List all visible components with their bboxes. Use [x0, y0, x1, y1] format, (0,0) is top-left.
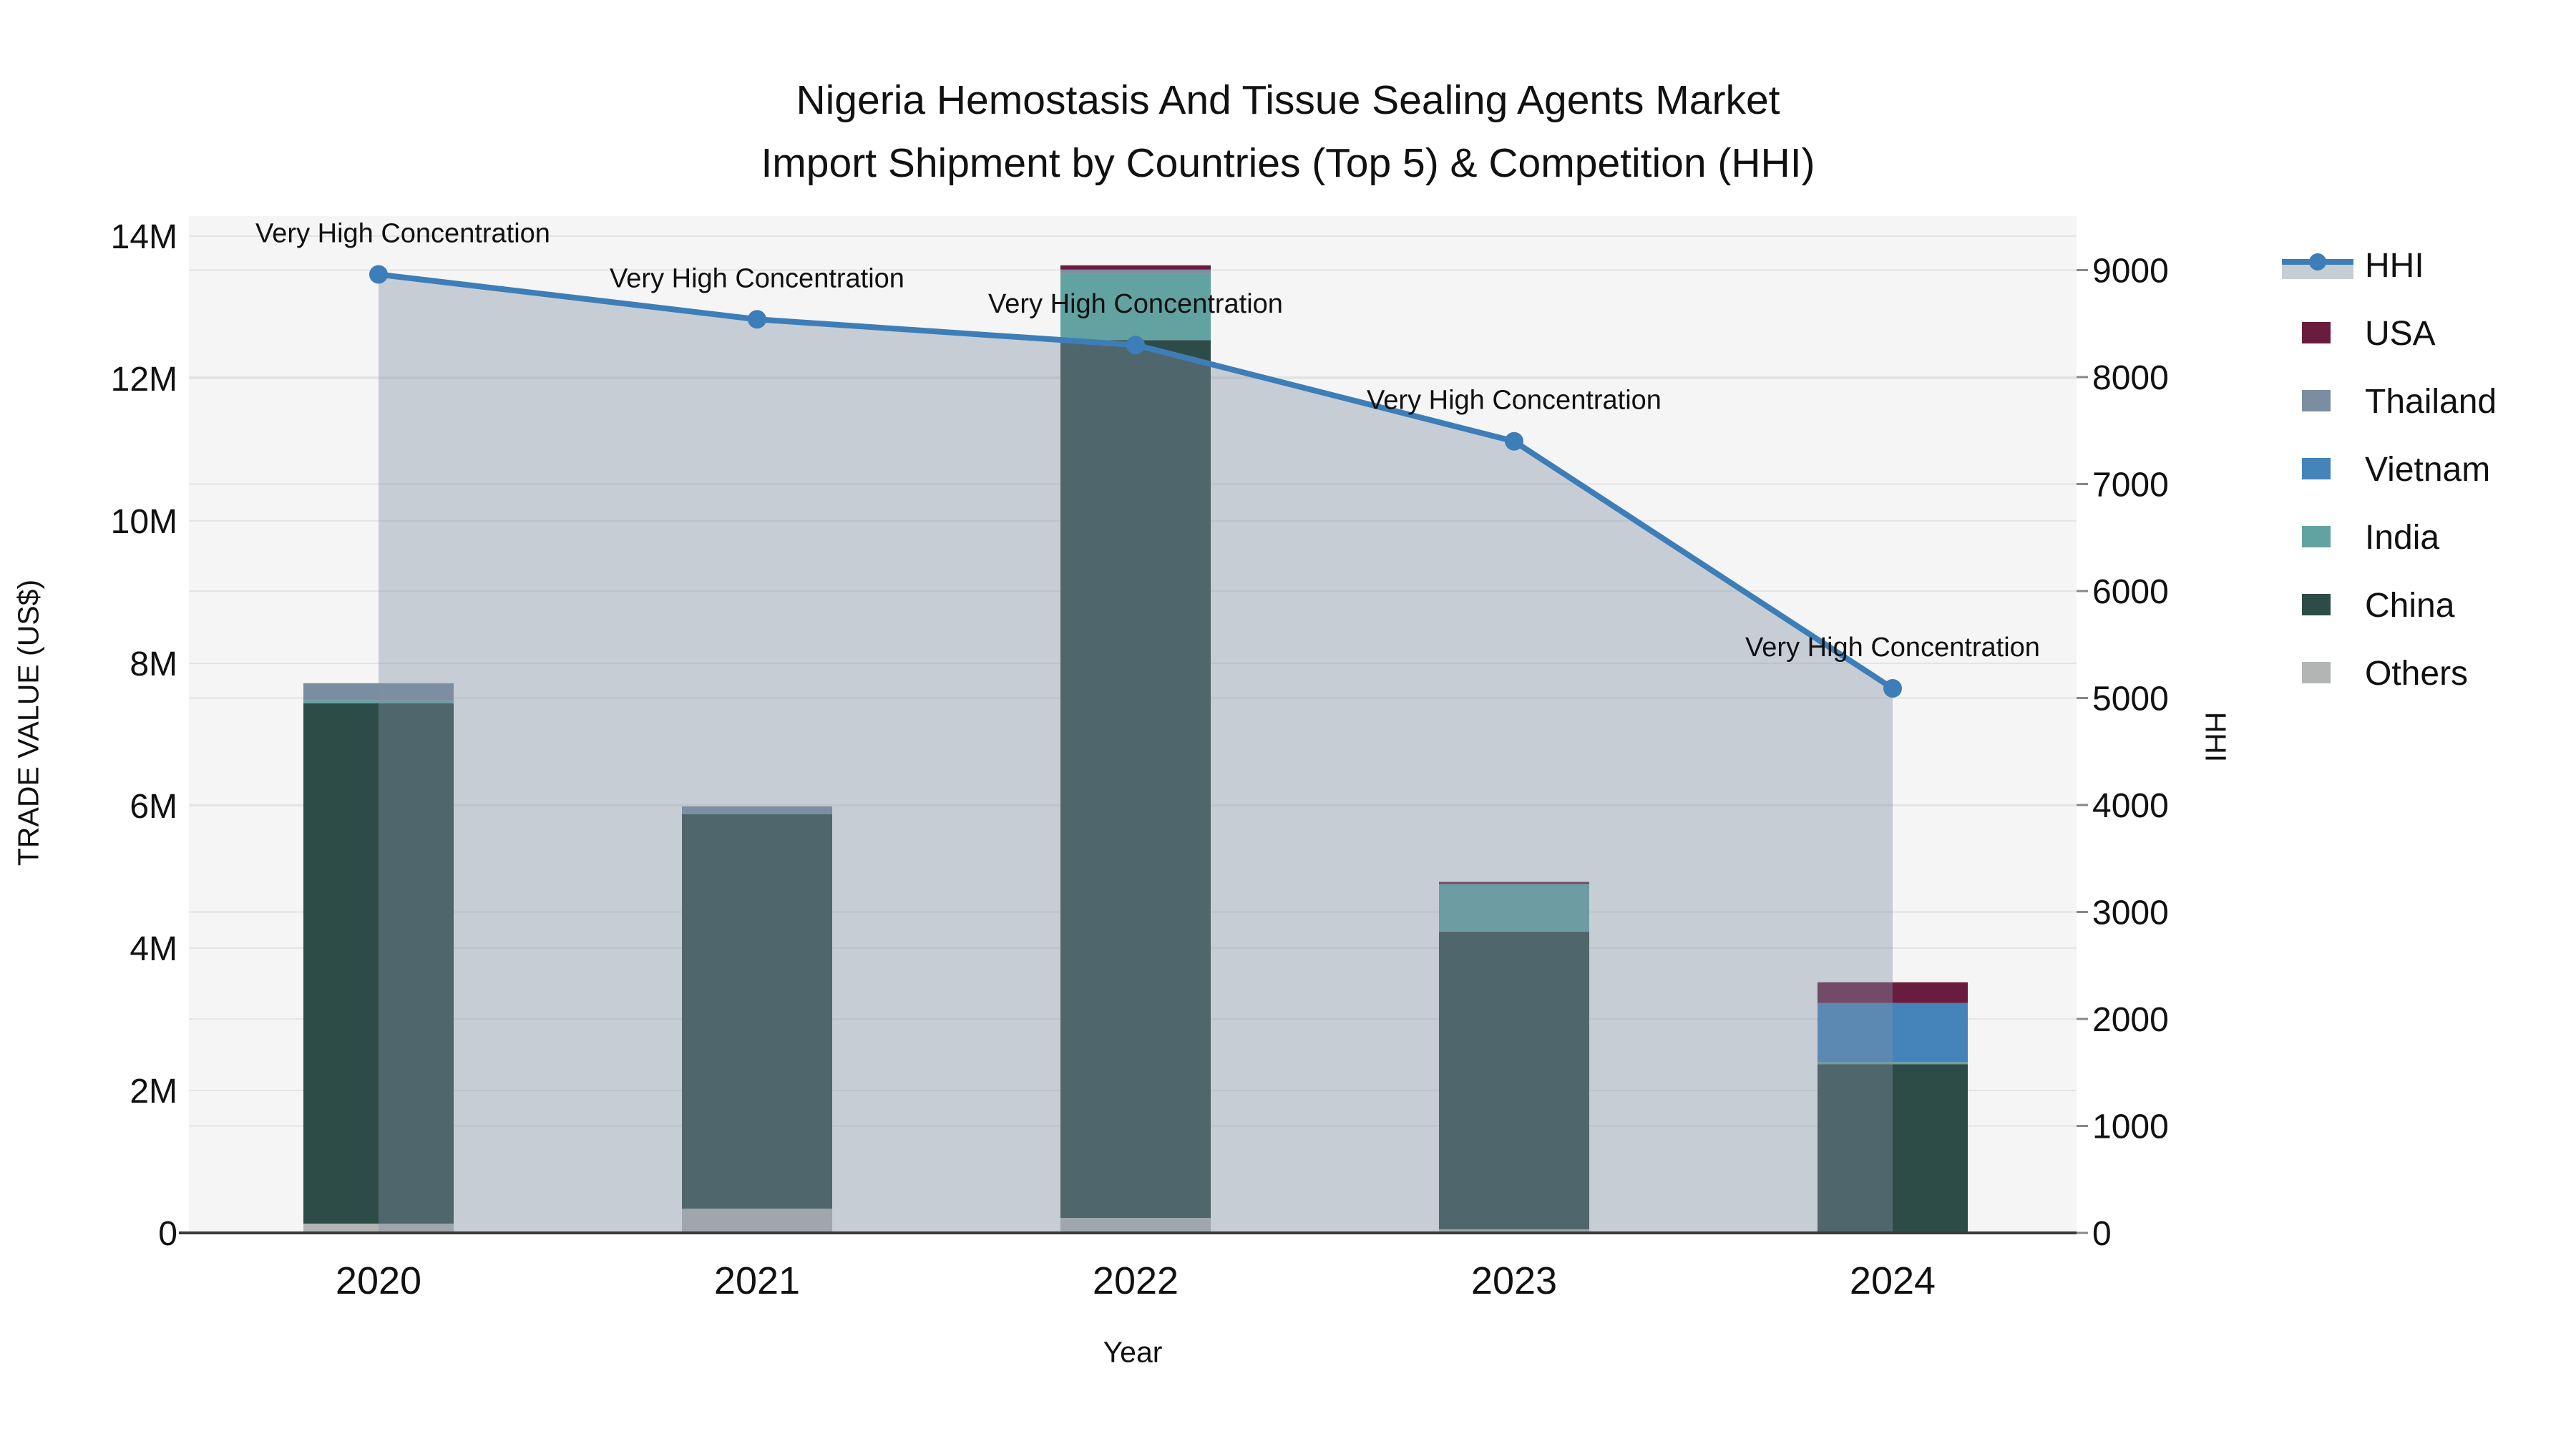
y-right-tick-label: 5000 [2092, 680, 2169, 718]
bar-segment-india-2022 [1060, 273, 1211, 341]
y-right-tick-label: 3000 [2092, 894, 2169, 932]
chart-title: Nigeria Hemostasis And Tissue Sealing Ag… [0, 69, 2576, 195]
bar-segment-others-2022 [1060, 1218, 1211, 1233]
bar-segment-thailand-2022 [1060, 269, 1211, 273]
y-right-tick-label: 6000 [2092, 573, 2169, 611]
y-left-tick-label: 10M [111, 503, 177, 541]
bar-segment-india-2020 [303, 700, 454, 703]
y-left-tick-label: 14M [111, 218, 177, 256]
legend-label-thailand[interactable]: Thailand [2365, 383, 2497, 421]
y-left-tick-label: 4M [130, 930, 177, 968]
annotation-2020: Very High Concentration [255, 218, 550, 248]
legend-hhi-marker[interactable] [2309, 253, 2326, 270]
y-right-tick-label: 1000 [2092, 1108, 2169, 1146]
y-right-tick-label: 9000 [2092, 253, 2169, 291]
y-right-tick-label: 2000 [2092, 1001, 2169, 1039]
legend-label-hhi[interactable]: HHI [2365, 247, 2424, 285]
y-left-tick-label: 6M [130, 788, 177, 826]
bar-segment-usa-2023 [1439, 882, 1589, 884]
legend-swatch-usa[interactable] [2302, 322, 2331, 343]
x-tick-label-2022: 2022 [1093, 1259, 1179, 1302]
x-tick-label-2023: 2023 [1471, 1259, 1557, 1302]
legend-label-china[interactable]: China [2365, 587, 2455, 625]
legend-swatch-others[interactable] [2302, 662, 2331, 683]
y-left-tick-label: 8M [130, 645, 177, 683]
y-left-tick-label: 2M [130, 1073, 177, 1111]
x-tick-label-2021: 2021 [714, 1259, 800, 1302]
bar-segment-thailand-2021 [682, 806, 832, 814]
bar-segment-others-2023 [1439, 1229, 1589, 1233]
bar-segment-others-2020 [303, 1224, 454, 1233]
bar-segment-china-2024 [1818, 1064, 1968, 1233]
x-axis-title: Year [1103, 1335, 1163, 1369]
legend-swatch-india[interactable] [2302, 526, 2331, 547]
y-left-tick-label: 0 [158, 1215, 177, 1253]
chart-title-line2: Import Shipment by Countries (Top 5) & C… [761, 140, 1815, 187]
bar-segment-china-2022 [1060, 340, 1211, 1219]
hhi-point-2023 [1505, 431, 1523, 451]
bar-segment-thailand-2020 [303, 683, 454, 701]
y-right-tick-label: 0 [2092, 1215, 2112, 1253]
bar-segment-china-2023 [1439, 932, 1589, 1230]
annotation-2024: Very High Concentration [1745, 633, 2040, 663]
x-tick-label-2024: 2024 [1850, 1259, 1936, 1302]
annotation-2022: Very High Concentration [988, 289, 1283, 319]
legend-label-usa[interactable]: USA [2365, 315, 2436, 353]
legend-label-others[interactable]: Others [2365, 655, 2468, 693]
legend-swatch-thailand[interactable] [2302, 390, 2331, 411]
bar-segment-usa-2022 [1060, 265, 1211, 270]
annotation-2021: Very High Concentration [610, 263, 904, 293]
y-right-tick-label: 4000 [2092, 787, 2169, 825]
legend-swatch-china[interactable] [2302, 594, 2331, 615]
legend-label-vietnam[interactable]: Vietnam [2365, 451, 2490, 489]
hhi-point-2020 [369, 265, 388, 284]
y-right-tick-label: 8000 [2092, 359, 2169, 397]
bar-segment-china-2020 [303, 703, 454, 1224]
bar-segment-usa-2024 [1818, 982, 1968, 1003]
legend-swatch-vietnam[interactable] [2302, 458, 2331, 479]
hhi-point-2024 [1883, 679, 1902, 698]
hhi-point-2022 [1126, 336, 1145, 355]
bar-segment-others-2021 [682, 1209, 832, 1233]
bar-segment-vietnam-2024 [1818, 1002, 1968, 1063]
bar-segment-china-2021 [682, 814, 832, 1209]
y-right-tick-label: 7000 [2092, 467, 2169, 504]
bar-segment-india-2024 [1818, 1062, 1968, 1065]
y-left-tick-label: 12M [111, 361, 177, 399]
annotation-2023: Very High Concentration [1367, 386, 1662, 416]
hhi-area-fill [379, 274, 1893, 1234]
x-tick-label-2020: 2020 [336, 1259, 421, 1302]
bar-segment-india-2023 [1439, 884, 1589, 932]
chart-title-line1: Nigeria Hemostasis And Tissue Sealing Ag… [796, 77, 1780, 123]
hhi-point-2021 [748, 310, 766, 329]
legend-label-india[interactable]: India [2365, 519, 2439, 557]
